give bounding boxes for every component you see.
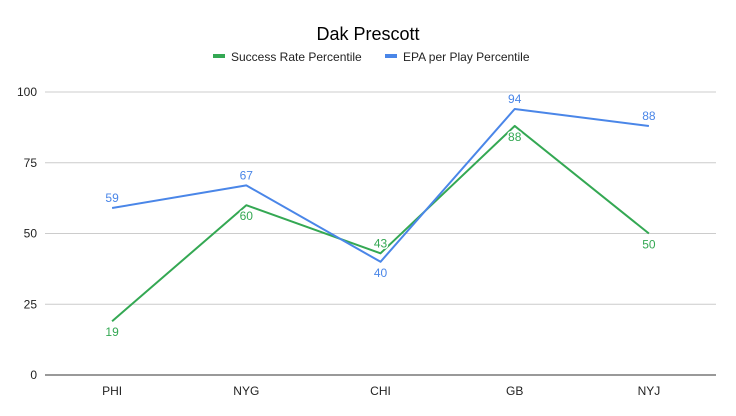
legend: Success Rate Percentile EPA per Play Perc… — [213, 50, 530, 64]
chart-title: Dak Prescott — [316, 24, 419, 44]
data-label: 88 — [508, 130, 522, 144]
y-axis-ticks: 0 25 50 75 100 — [17, 85, 37, 382]
x-tick-label: NYG — [233, 384, 259, 398]
x-tick-label: NYJ — [638, 384, 661, 398]
series-lines — [111, 107, 650, 322]
series-line-1 — [111, 107, 650, 263]
data-label: 50 — [642, 238, 656, 252]
y-tick-label: 75 — [24, 156, 38, 170]
legend-swatch — [213, 54, 225, 58]
data-label: 60 — [240, 209, 254, 223]
data-label: 43 — [374, 236, 388, 250]
y-tick-label: 100 — [17, 85, 37, 99]
data-labels: 19 60 43 88 50 59 67 40 94 88 — [104, 90, 657, 340]
data-label: 19 — [105, 325, 119, 339]
legend-label: EPA per Play Percentile — [403, 50, 530, 64]
data-label: 40 — [374, 266, 388, 280]
x-tick-label: PHI — [102, 384, 122, 398]
y-tick-label: 50 — [24, 227, 38, 241]
x-tick-label: CHI — [370, 384, 391, 398]
x-tick-label: GB — [506, 384, 523, 398]
data-label: 88 — [642, 109, 656, 123]
data-label: 94 — [508, 92, 522, 106]
legend-label: Success Rate Percentile — [231, 50, 362, 64]
series-line-0 — [111, 124, 650, 322]
data-label: 59 — [105, 191, 119, 205]
gridlines — [45, 91, 716, 376]
y-tick-label: 25 — [24, 297, 38, 311]
legend-swatch — [385, 54, 397, 58]
x-axis-ticks: PHI NYG CHI GB NYJ — [102, 384, 660, 398]
y-tick-label: 0 — [30, 368, 37, 382]
data-label: 67 — [240, 168, 254, 182]
